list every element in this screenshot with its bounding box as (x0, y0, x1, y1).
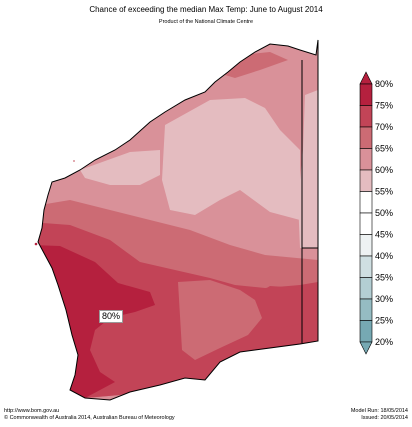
legend-label: 60% (375, 165, 393, 175)
legend-label: 45% (375, 230, 393, 240)
legend-swatch (359, 277, 373, 300)
legend-label: 25% (375, 316, 393, 326)
island (73, 160, 75, 162)
probability-zones (38, 40, 318, 400)
footer-url[interactable]: http://www.bom.gov.au (4, 408, 60, 414)
legend-label: 80% (375, 79, 393, 89)
zone-70-north (215, 52, 288, 78)
legend-label: 40% (375, 251, 393, 261)
legend-swatch (359, 320, 373, 343)
legend-swatch (359, 234, 373, 257)
legend-bars (359, 71, 373, 355)
legend-label: 55% (375, 187, 393, 197)
legend: 80% 75% 70% 65% 60% 55% 50% 45% 40% 35% 30% 25% 20% (359, 71, 393, 355)
legend-swatch (359, 255, 373, 278)
legend-swatch (359, 169, 373, 192)
map-subtitle: Product of the National Climate Centre (158, 19, 254, 25)
legend-swatch (359, 83, 373, 106)
legend-arrow-down (359, 341, 373, 355)
legend-swatch (359, 148, 373, 171)
legend-labels: 80% 75% 70% 65% 60% 55% 50% 45% 40% 35% 30% 25% 20% (375, 79, 393, 347)
island (34, 242, 38, 246)
footer-right: Model Run: 18/05/2014 Issued: 20/05/2014 (351, 408, 408, 422)
legend-arrow-up (359, 71, 373, 85)
legend-label: 50% (375, 208, 393, 218)
legend-label: 75% (375, 101, 393, 111)
legend-label: 35% (375, 273, 393, 283)
legend-swatch (359, 298, 373, 321)
legend-label: 65% (375, 144, 393, 154)
zone-60-east (298, 90, 318, 248)
legend-label: 70% (375, 122, 393, 132)
footer-copyright: © Commonwealth of Australia 2014, Austra… (4, 415, 175, 421)
map-title: Chance of exceeding the median Max Temp:… (89, 5, 323, 14)
legend-label: 20% (375, 337, 393, 347)
legend-swatch (359, 126, 373, 149)
footer-issued: Issued: 20/05/2014 (361, 415, 408, 421)
zone-70-south (178, 280, 262, 360)
footer-left: http://www.bom.gov.au © Commonwealth of … (4, 408, 175, 422)
legend-swatch (359, 212, 373, 235)
zone-60-west (80, 150, 160, 185)
map-label-80: 80% (99, 310, 124, 323)
legend-label: 30% (375, 294, 393, 304)
zone-75 (38, 222, 318, 398)
zone-60-central (162, 98, 300, 220)
legend-swatch (359, 191, 373, 214)
legend-swatch (359, 105, 373, 128)
footer-model-run: Model Run: 18/05/2014 (350, 408, 408, 414)
